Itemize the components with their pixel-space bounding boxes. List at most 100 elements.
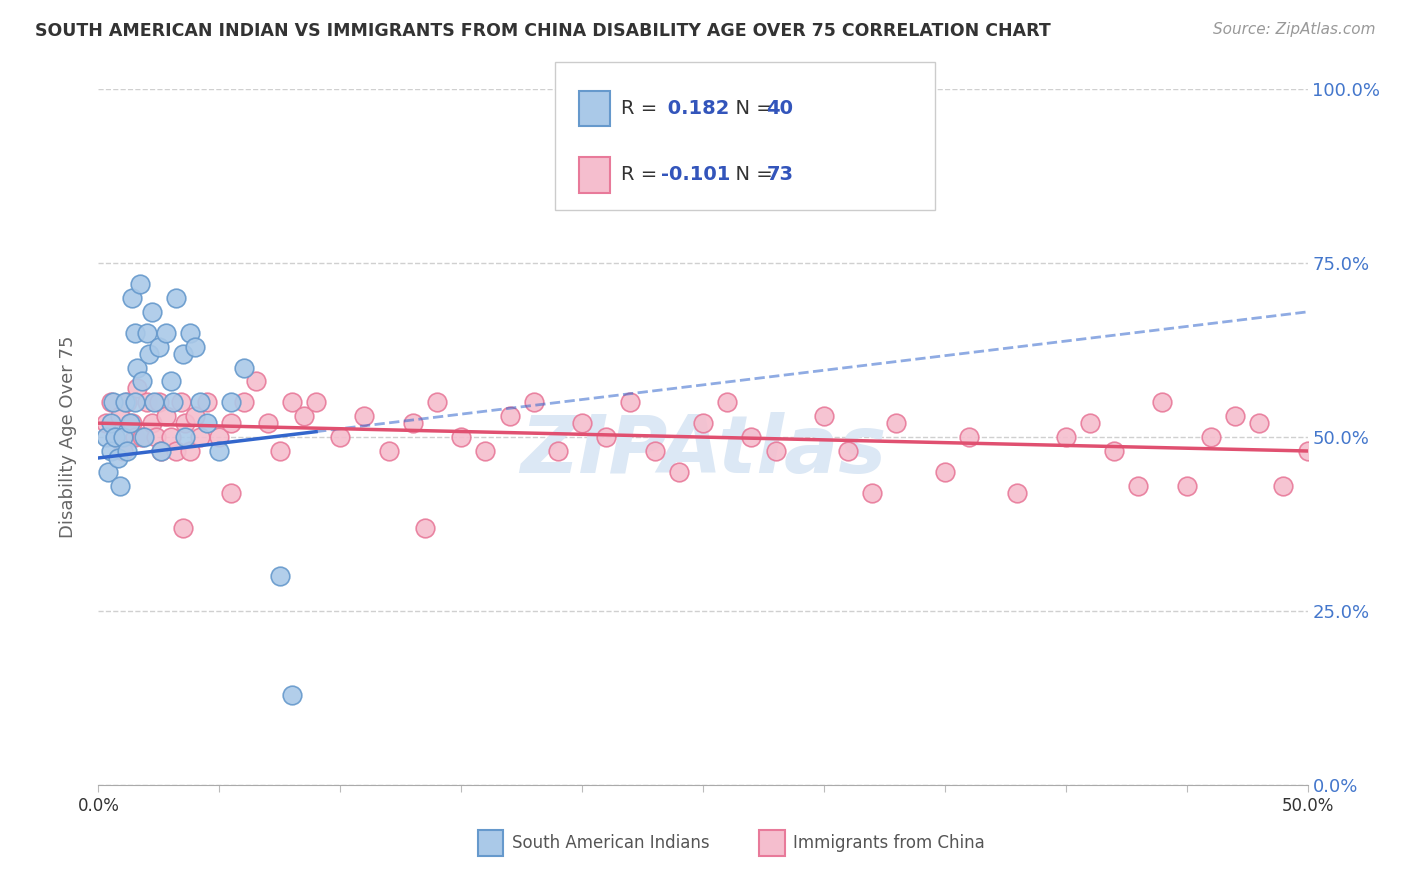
Point [100, 395, 122, 409]
Point [160, 430, 183, 444]
Point [353, 409, 375, 424]
Point [148, 395, 170, 409]
Point [957, 430, 980, 444]
Point [111, 430, 134, 444]
Point [281, 395, 304, 409]
Point [118, 416, 141, 430]
Point [174, 430, 197, 444]
Point [644, 444, 666, 458]
Point [184, 340, 207, 354]
Point [269, 444, 291, 458]
Text: N =: N = [723, 99, 779, 118]
Point [124, 430, 146, 444]
Point [474, 444, 496, 458]
Point [232, 360, 254, 375]
Point [547, 444, 569, 458]
Point [94, 430, 117, 444]
Point [138, 346, 160, 360]
Point [571, 416, 593, 430]
Text: ZIPAtlas: ZIPAtlas [520, 412, 886, 490]
Point [135, 326, 157, 340]
Point [143, 395, 166, 409]
Point [150, 444, 173, 458]
Point [155, 409, 177, 424]
Text: SOUTH AMERICAN INDIAN VS IMMIGRANTS FROM CHINA DISABILITY AGE OVER 75 CORRELATIO: SOUTH AMERICAN INDIAN VS IMMIGRANTS FROM… [35, 22, 1050, 40]
Point [1249, 416, 1271, 430]
Point [692, 416, 714, 430]
Point [256, 416, 278, 430]
Point [740, 430, 762, 444]
Point [1296, 444, 1319, 458]
Point [114, 395, 136, 409]
Point [619, 395, 641, 409]
Point [1175, 479, 1198, 493]
Point [169, 395, 191, 409]
Point [134, 430, 156, 444]
Point [837, 444, 859, 458]
Point [145, 430, 167, 444]
Point [305, 395, 328, 409]
Point [813, 409, 835, 424]
Point [245, 375, 267, 389]
Point [595, 430, 617, 444]
Point [1078, 416, 1101, 430]
Point [1102, 444, 1125, 458]
Point [135, 395, 157, 409]
Y-axis label: Disability Age Over 75: Disability Age Over 75 [59, 335, 77, 539]
Point [269, 569, 291, 583]
Point [184, 409, 207, 424]
Point [150, 444, 173, 458]
Point [498, 409, 520, 424]
Point [160, 375, 183, 389]
Point [104, 430, 127, 444]
Point [413, 520, 436, 534]
Point [523, 395, 546, 409]
Point [329, 430, 352, 444]
Point [281, 688, 304, 702]
Point [426, 395, 449, 409]
Point [1223, 409, 1246, 424]
Point [292, 409, 315, 424]
Point [100, 416, 122, 430]
Point [107, 450, 129, 465]
Point [232, 395, 254, 409]
Point [188, 430, 211, 444]
Point [179, 326, 201, 340]
Point [104, 430, 127, 444]
Text: R =: R = [621, 99, 664, 118]
Text: Immigrants from China: Immigrants from China [793, 834, 984, 852]
Point [221, 485, 243, 500]
Text: Source: ZipAtlas.com: Source: ZipAtlas.com [1212, 22, 1375, 37]
Point [141, 416, 163, 430]
Text: 40: 40 [766, 99, 793, 118]
Point [1199, 430, 1222, 444]
Point [188, 395, 211, 409]
Point [162, 395, 184, 409]
Point [179, 444, 201, 458]
Point [121, 416, 143, 430]
Point [450, 430, 472, 444]
Point [208, 444, 231, 458]
Point [195, 395, 218, 409]
Point [886, 416, 908, 430]
Point [208, 430, 231, 444]
Point [172, 346, 194, 360]
Point [165, 444, 187, 458]
Point [716, 395, 738, 409]
Text: R =: R = [621, 165, 664, 185]
Point [141, 305, 163, 319]
Point [765, 444, 787, 458]
Point [128, 277, 150, 291]
Point [1152, 395, 1174, 409]
Point [121, 291, 143, 305]
Point [165, 291, 187, 305]
Point [100, 444, 122, 458]
Point [172, 520, 194, 534]
Point [221, 416, 243, 430]
Text: 0.182: 0.182 [661, 99, 730, 118]
Point [108, 479, 131, 493]
Point [1054, 430, 1077, 444]
Point [221, 395, 243, 409]
Point [101, 395, 124, 409]
Point [195, 416, 218, 430]
